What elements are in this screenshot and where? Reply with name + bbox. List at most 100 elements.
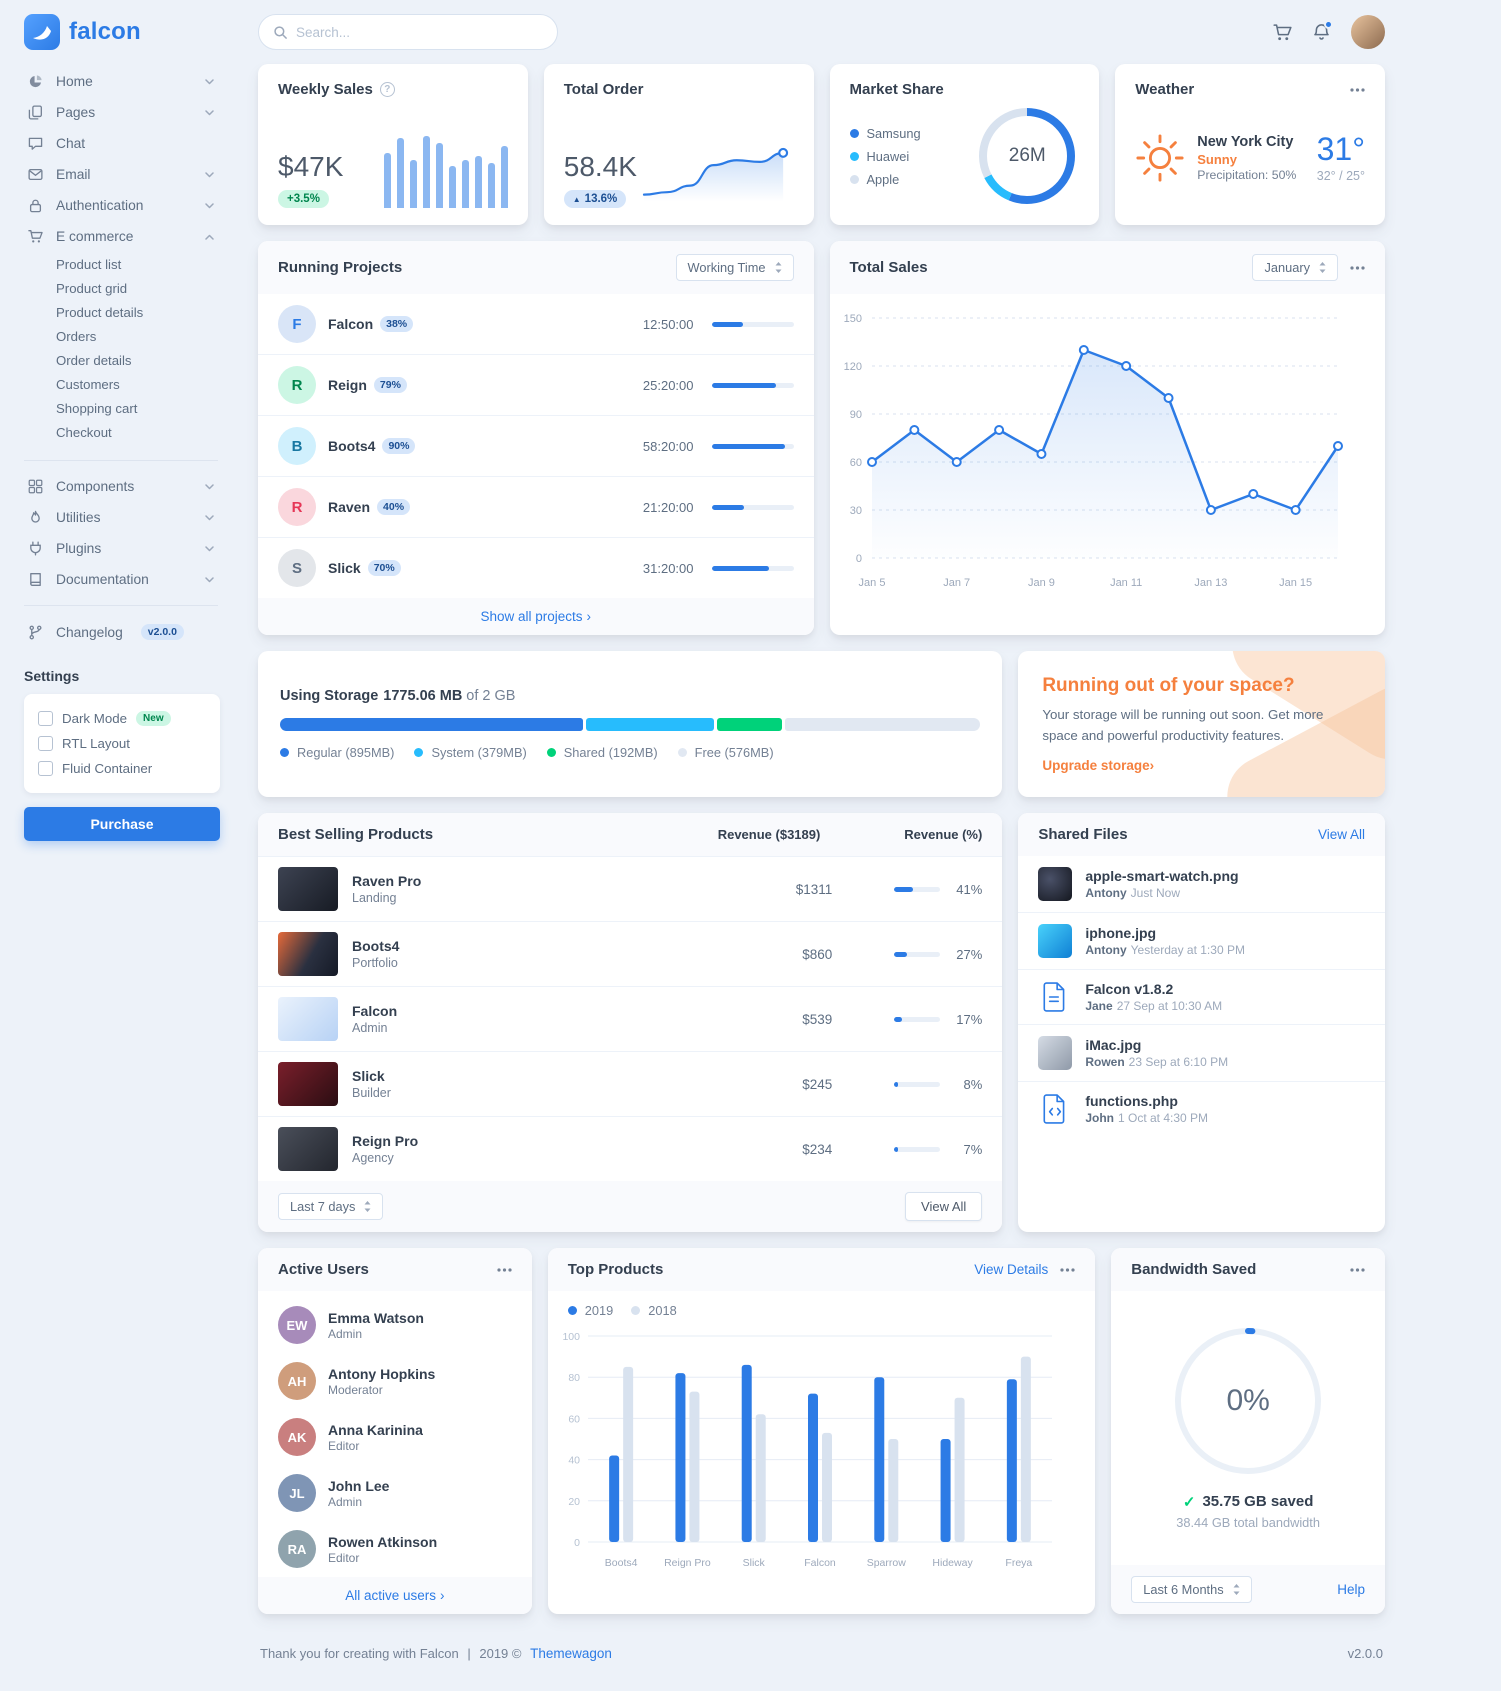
running-projects-card: Running Projects Working Time F Falcon 38…: [258, 241, 814, 635]
card-title: Shared Files: [1038, 826, 1128, 844]
svg-text:20: 20: [568, 1496, 580, 1508]
sidebar-item-order-details[interactable]: Order details: [56, 352, 132, 368]
copy-icon: [28, 105, 46, 120]
svg-text:60: 60: [568, 1414, 580, 1426]
product-name[interactable]: Slick: [352, 1068, 385, 1085]
rtl-layout-option[interactable]: RTL Layout: [38, 731, 206, 756]
view-all-button[interactable]: View All: [905, 1192, 983, 1222]
dots-menu-icon[interactable]: [1060, 1268, 1075, 1272]
sidebar-nav: Home Pages Chat Email Authentication E c…: [24, 66, 218, 648]
cart-icon[interactable]: [1273, 23, 1292, 42]
user-avatar[interactable]: [1351, 15, 1385, 49]
user-name[interactable]: Emma Watson: [328, 1309, 424, 1326]
sidebar-item-plugins[interactable]: Plugins: [24, 533, 218, 564]
revenue-progress-bar: [894, 1016, 941, 1022]
products-files-row: Best Selling Products Revenue ($3189) Re…: [258, 813, 1385, 1233]
svg-text:Falcon: Falcon: [804, 1557, 836, 1569]
product-name[interactable]: Raven Pro: [352, 873, 422, 890]
file-name[interactable]: apple-smart-watch.png: [1085, 868, 1239, 885]
upgrade-storage-link[interactable]: Upgrade storage›: [1042, 758, 1155, 774]
svg-text:Reign Pro: Reign Pro: [664, 1557, 711, 1569]
sidebar-item-customers[interactable]: Customers: [56, 376, 120, 392]
file-name[interactable]: iphone.jpg: [1085, 925, 1157, 942]
project-progress-bar: [711, 504, 794, 510]
sidebar-item-components[interactable]: Components: [24, 471, 218, 502]
revenue-percent-column-header: Revenue (%): [904, 827, 983, 843]
project-name[interactable]: Boots4: [328, 438, 376, 454]
sidebar-item-pages[interactable]: Pages: [24, 97, 218, 128]
sidebar-item-authentication[interactable]: Authentication: [24, 190, 218, 221]
project-name[interactable]: Reign: [328, 377, 367, 393]
view-details-link[interactable]: View Details: [974, 1262, 1049, 1278]
product-percent: 17%: [956, 1011, 983, 1027]
project-progress-bar: [711, 565, 794, 571]
product-type: Agency: [352, 1151, 394, 1166]
help-icon[interactable]: ?: [379, 82, 395, 97]
search-input[interactable]: [296, 24, 543, 40]
chevron-up-icon: [205, 234, 214, 240]
sidebar-item-ecommerce[interactable]: E commerce: [24, 221, 218, 252]
file-user: Antony: [1085, 886, 1127, 901]
show-all-projects-link[interactable]: Show all projects ›: [480, 609, 592, 624]
project-name[interactable]: Raven: [328, 499, 371, 515]
date-range-select[interactable]: Last 7 days: [278, 1193, 384, 1221]
sidebar-item-shopping-cart[interactable]: Shopping cart: [56, 400, 138, 416]
user-name[interactable]: Anna Karinina: [328, 1421, 423, 1438]
rtl-layout-checkbox[interactable]: [38, 736, 53, 751]
sidebar-item-changelog[interactable]: Changelog v2.0.0: [24, 616, 218, 648]
new-badge: New: [136, 711, 171, 726]
sidebar-item-email[interactable]: Email: [24, 159, 218, 190]
period-select[interactable]: Last 6 Months: [1131, 1576, 1252, 1604]
help-link[interactable]: Help: [1337, 1582, 1365, 1598]
sidebar-item-product-details[interactable]: Product details: [56, 304, 144, 320]
sidebar-item-label: Home: [56, 74, 93, 89]
all-active-users-link[interactable]: All active users ›: [345, 1588, 445, 1604]
sidebar-item-checkout[interactable]: Checkout: [56, 424, 112, 440]
month-select[interactable]: January: [1252, 254, 1338, 281]
projects-sales-row: Running Projects Working Time F Falcon 38…: [258, 241, 1385, 635]
sidebar-item-product-grid[interactable]: Product grid: [56, 280, 128, 296]
project-row: R Reign 79% 25:20:00: [258, 354, 814, 415]
sidebar-item-orders[interactable]: Orders: [56, 328, 97, 344]
list-item: iphone.jpg Antony Yesterday at 1:30 PM: [1018, 912, 1385, 969]
fluid-container-option[interactable]: Fluid Container: [38, 756, 206, 781]
project-name[interactable]: Falcon: [328, 316, 374, 332]
file-name[interactable]: iMac.jpg: [1085, 1037, 1142, 1054]
user-name[interactable]: Rowen Atkinson: [328, 1533, 438, 1550]
sidebar-item-product-list[interactable]: Product list: [56, 256, 122, 272]
purchase-button[interactable]: Purchase: [24, 807, 220, 841]
product-name[interactable]: Boots4: [352, 938, 400, 955]
bell-icon[interactable]: [1312, 19, 1333, 42]
sidebar-item-chat[interactable]: Chat: [24, 128, 218, 159]
dots-menu-icon[interactable]: [1350, 87, 1365, 92]
project-name[interactable]: Slick: [328, 560, 361, 576]
sidebar-item-home[interactable]: Home: [24, 66, 218, 97]
card-title: Best Selling Products: [278, 826, 434, 844]
dots-menu-icon[interactable]: [1350, 265, 1365, 270]
themewagon-link[interactable]: Themewagon: [530, 1646, 612, 1662]
card-title: Total Order: [563, 81, 644, 98]
working-time-select[interactable]: Working Time: [675, 254, 794, 281]
list-item: RA Rowen Atkinson Editor: [258, 1521, 532, 1577]
dark-mode-checkbox[interactable]: [38, 711, 53, 726]
file-user: Antony: [1085, 943, 1127, 958]
brand[interactable]: falcon: [24, 14, 218, 50]
user-name[interactable]: John Lee: [328, 1477, 390, 1494]
file-name[interactable]: Falcon v1.8.2: [1085, 981, 1174, 998]
settings-title: Settings: [24, 668, 80, 684]
product-revenue: $234: [802, 1141, 833, 1157]
product-name[interactable]: Falcon: [352, 1003, 398, 1020]
bandwidth-saved-card: Bandwidth Saved 0% ✓ 35.75 GB saved 38.44…: [1111, 1248, 1385, 1615]
sidebar-item-documentation[interactable]: Documentation: [24, 564, 218, 595]
revenue-progress-bar: [894, 951, 941, 957]
fluid-container-checkbox[interactable]: [38, 761, 53, 776]
file-name[interactable]: functions.php: [1085, 1093, 1178, 1110]
product-name[interactable]: Reign Pro: [352, 1133, 419, 1150]
dots-menu-icon[interactable]: [1350, 1268, 1365, 1272]
user-name[interactable]: Antony Hopkins: [328, 1365, 436, 1382]
project-avatar: S: [278, 549, 316, 587]
sidebar-item-utilities[interactable]: Utilities: [24, 502, 218, 533]
view-all-link[interactable]: View All: [1317, 827, 1365, 843]
dark-mode-option[interactable]: Dark Mode New: [38, 706, 206, 731]
dots-menu-icon[interactable]: [497, 1268, 512, 1272]
